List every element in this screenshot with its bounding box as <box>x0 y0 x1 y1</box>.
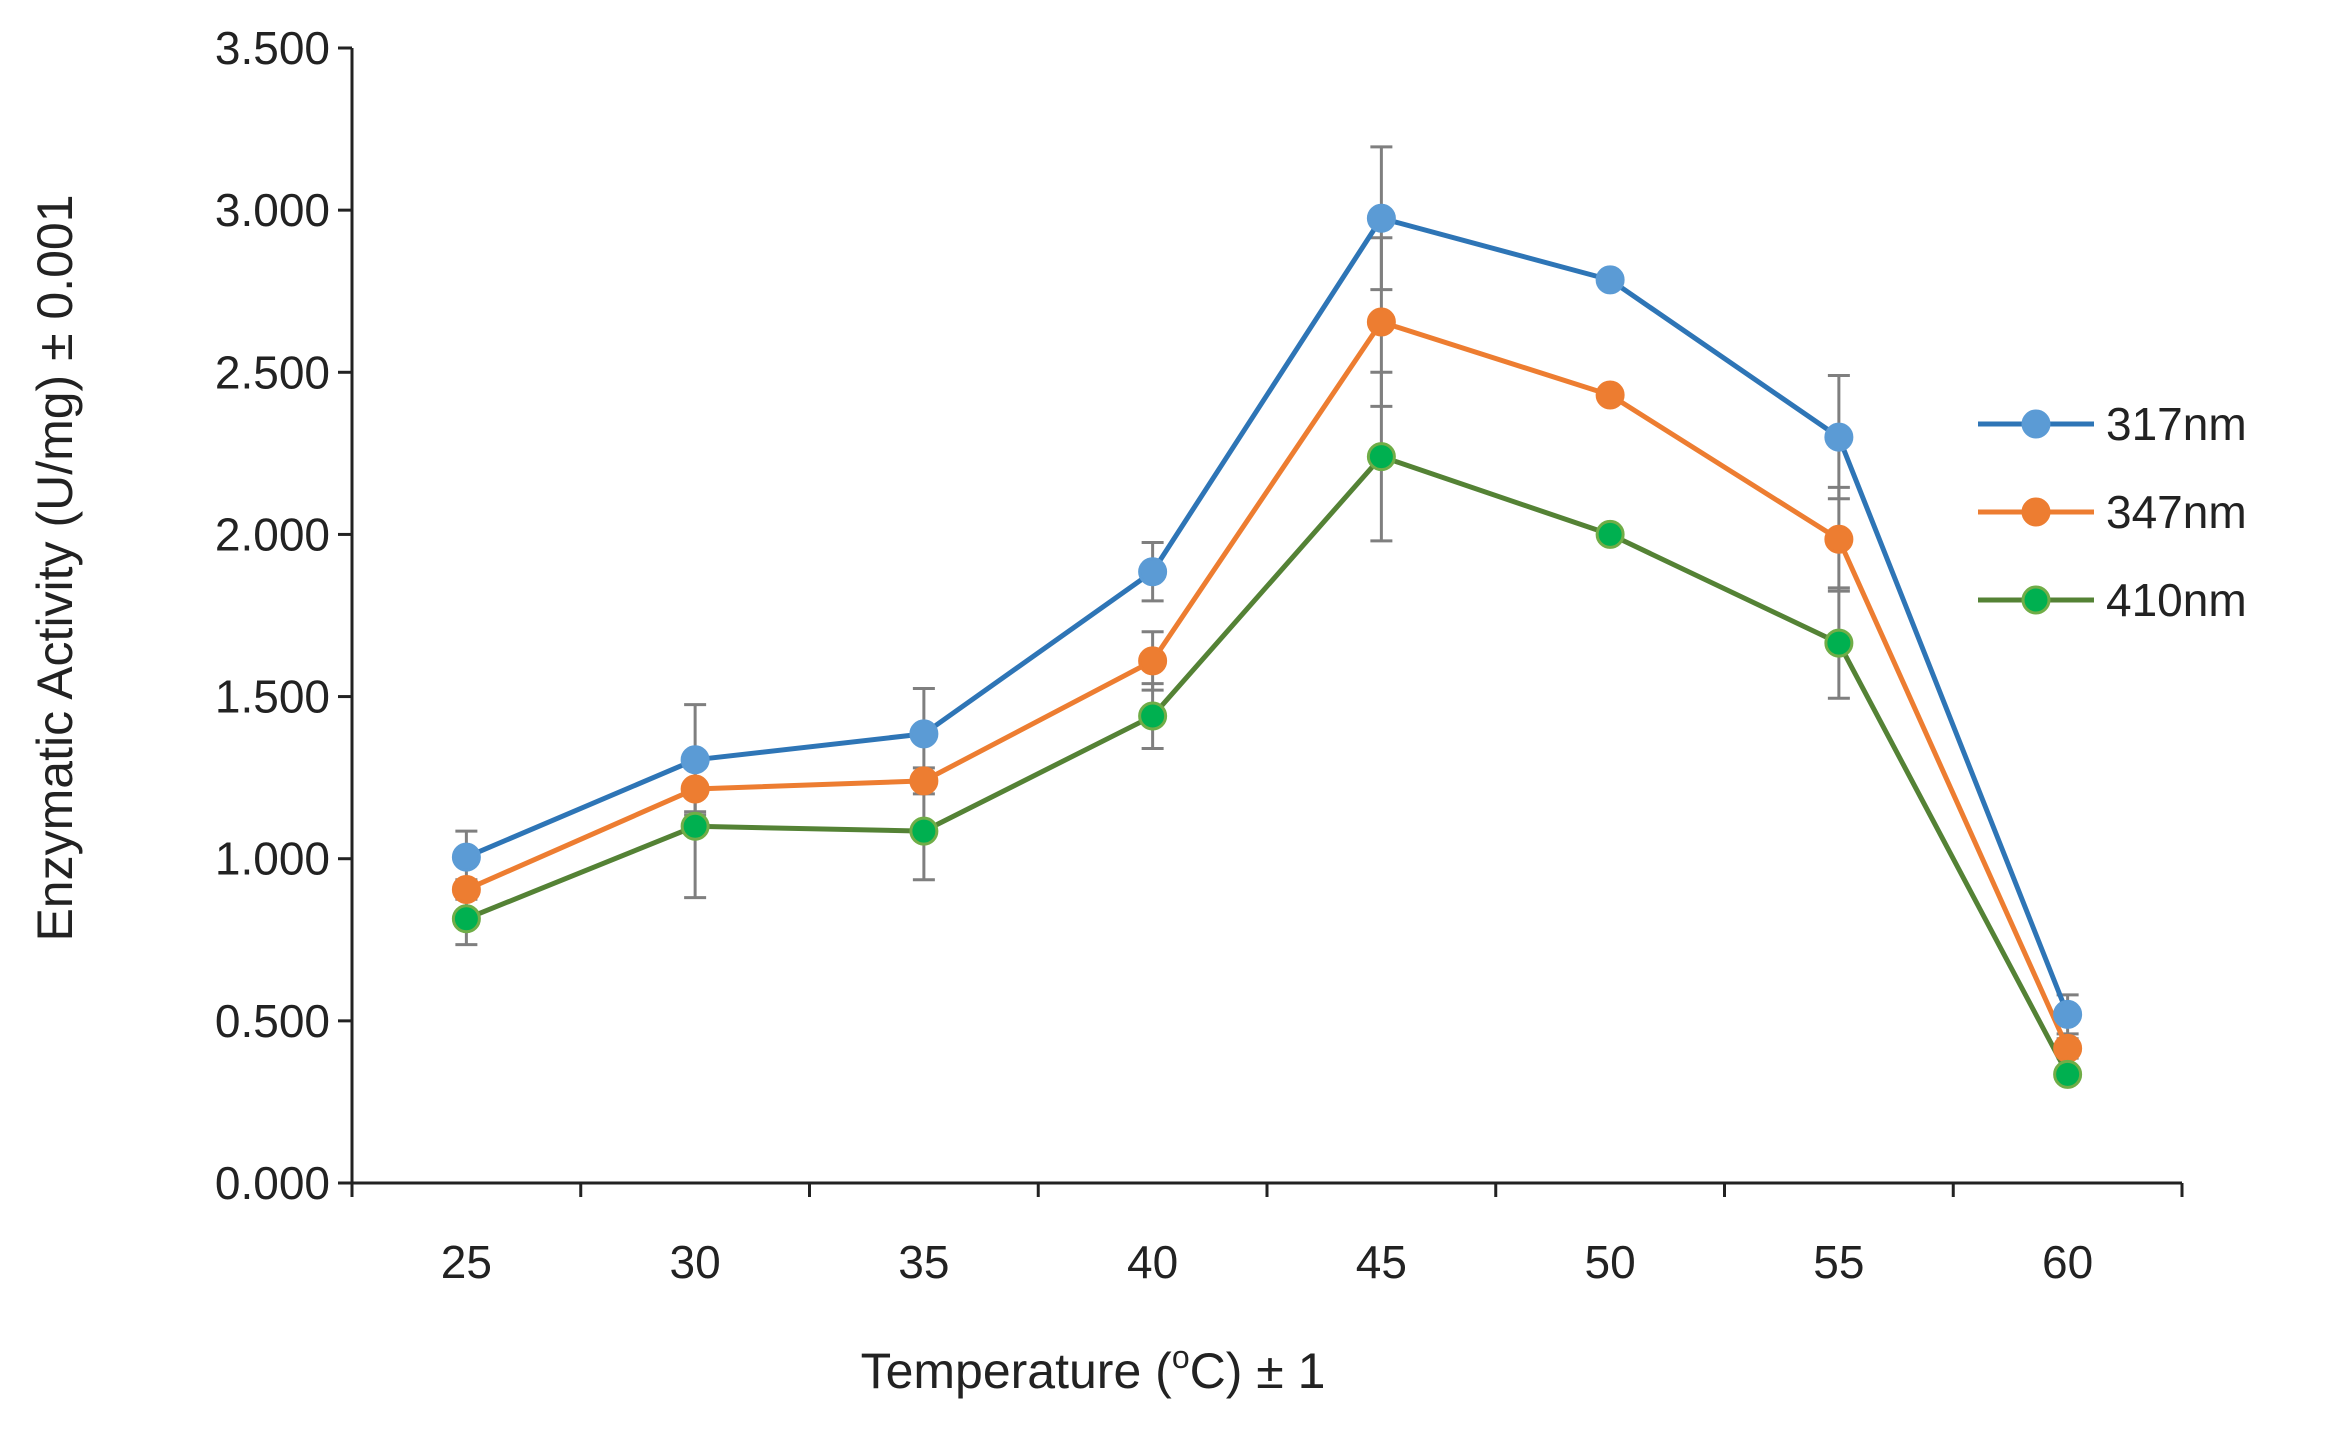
legend-marker <box>2021 585 2051 615</box>
data-point-347nm <box>1366 307 1396 337</box>
x-axis-title: Temperature (oC) ± 1 <box>861 1339 1326 1399</box>
data-point-317nm <box>451 842 481 872</box>
data-point-347nm <box>1138 646 1168 676</box>
data-point-410nm <box>1824 628 1854 658</box>
data-point-347nm <box>2053 1033 2083 1063</box>
x-tick-label: 40 <box>1127 1236 1178 1288</box>
y-tick-label: 3.000 <box>215 184 330 236</box>
x-axis-title-before: Temperature ( <box>861 1343 1173 1399</box>
data-point-410nm <box>680 811 710 841</box>
series-line-410nm <box>465 454 2070 1076</box>
data-point-347nm <box>1595 380 1625 410</box>
x-tick-label: 35 <box>898 1236 949 1288</box>
data-point-317nm <box>1824 422 1854 452</box>
series-markers <box>451 203 2083 1089</box>
data-point-410nm <box>2053 1059 2083 1089</box>
data-point-410nm <box>1366 442 1396 472</box>
legend: 317nm 347nm 410nm <box>1978 398 2247 626</box>
data-point-347nm <box>451 875 481 905</box>
x-ticks: 25 30 35 40 45 50 55 60 <box>350 1183 2184 1288</box>
data-point-317nm <box>2053 999 2083 1029</box>
x-axis-title-after: C) ± 1 <box>1190 1343 1326 1399</box>
legend-label: 410nm <box>2106 574 2247 626</box>
data-point-347nm <box>680 774 710 804</box>
x-tick-label: 55 <box>1813 1236 1864 1288</box>
data-point-317nm <box>1595 265 1625 295</box>
data-point-410nm <box>1595 519 1625 549</box>
data-point-317nm <box>680 745 710 775</box>
y-tick-label: 2.500 <box>215 346 330 398</box>
data-point-347nm <box>909 766 939 796</box>
y-tick-label: 1.500 <box>215 671 330 723</box>
data-point-410nm <box>451 904 481 934</box>
legend-label: 317nm <box>2106 398 2247 450</box>
x-tick-label: 45 <box>1356 1236 1407 1288</box>
x-tick-label: 30 <box>670 1236 721 1288</box>
x-tick-label: 60 <box>2042 1236 2093 1288</box>
data-point-317nm <box>909 719 939 749</box>
y-tick-label: 1.000 <box>215 833 330 885</box>
y-tick-label: 0.500 <box>215 995 330 1047</box>
series-line-347nm <box>465 319 2070 1050</box>
data-point-317nm <box>1138 557 1168 587</box>
data-point-410nm <box>909 816 939 846</box>
y-tick-label: 2.000 <box>215 508 330 560</box>
legend-marker <box>2021 497 2051 527</box>
legend-label: 347nm <box>2106 486 2247 538</box>
data-point-410nm <box>1138 701 1168 731</box>
x-tick-label: 25 <box>441 1236 492 1288</box>
data-point-317nm <box>1366 203 1396 233</box>
series-line-317nm <box>465 215 2070 1016</box>
error-bars <box>455 145 2079 1083</box>
legend-marker <box>2021 409 2051 439</box>
y-axis-title: Enzymatic Activity (U/mg) ± 0.001 <box>27 194 83 941</box>
y-ticks: 0.000 0.500 1.000 1.500 2.000 2.500 3.000 3.500 <box>215 22 352 1209</box>
data-point-347nm <box>1824 524 1854 554</box>
series-lines <box>465 215 2070 1076</box>
y-tick-label: 3.500 <box>215 22 330 74</box>
x-axis-title-superscript: o <box>1172 1339 1190 1375</box>
y-tick-label: 0.000 <box>215 1157 330 1209</box>
x-tick-label: 50 <box>1585 1236 1636 1288</box>
